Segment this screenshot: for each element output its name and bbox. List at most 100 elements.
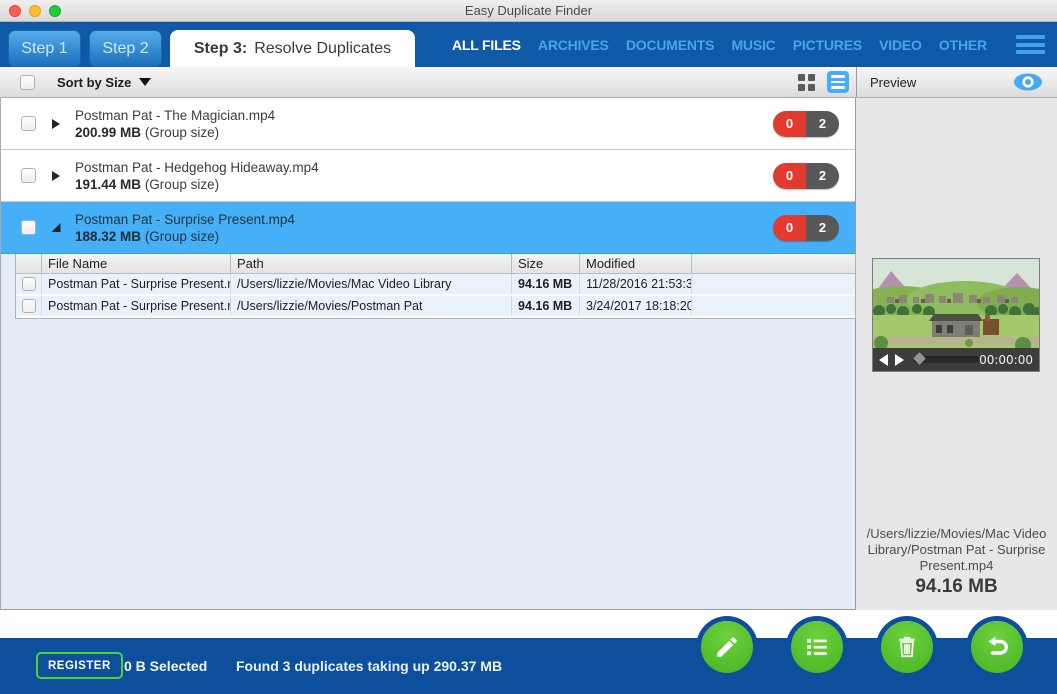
sort-by-label: Sort by Size [57, 74, 132, 90]
column-header-path[interactable]: Path [231, 254, 512, 273]
hamburger-menu-icon[interactable] [1016, 35, 1045, 54]
window-title: Easy Duplicate Finder [464, 3, 593, 18]
total-count: 2 [806, 214, 839, 241]
undo-icon [988, 636, 1008, 655]
selected-count: 0 [773, 110, 806, 137]
list-toolbar: Sort by Size Preview [0, 67, 1057, 98]
main-content: Postman Pat - The Magician.mp4 200.99 MB… [0, 98, 1057, 610]
group-files-table: File Name Path Size Modified Postman Pat… [15, 254, 856, 319]
table-body: Postman Pat - Surprise Present.mp4 /User… [16, 274, 855, 318]
select-list-button[interactable] [791, 621, 843, 673]
file-checkbox[interactable] [21, 299, 36, 313]
group-size-line: 191.44 MB (Group size) [75, 176, 220, 192]
filter-other[interactable]: OTHER [938, 36, 987, 53]
filter-documents[interactable]: DOCUMENTS [625, 36, 715, 53]
filter-all-files[interactable]: ALL FILES [452, 36, 521, 53]
total-count: 2 [806, 110, 839, 137]
edit-button[interactable] [701, 621, 753, 673]
selected-count: 0 [773, 214, 806, 241]
cell-file-name: Postman Pat - Surprise Present.mp4 [42, 274, 231, 294]
column-header-size[interactable]: Size [512, 254, 580, 273]
step-3-active-tab[interactable]: Step 3: Resolve Duplicates [170, 30, 415, 67]
close-window-button[interactable] [9, 4, 21, 17]
nav-bar: Step 1 Step 2 Step 3: Resolve Duplicates… [0, 22, 1057, 67]
title-bar: Easy Duplicate Finder [0, 0, 1057, 22]
select-all-checkbox[interactable] [20, 74, 35, 90]
trash-icon [899, 636, 915, 658]
undo-button[interactable] [971, 621, 1023, 673]
list-view-icon[interactable] [827, 71, 849, 93]
file-type-filters: ALL FILES ARCHIVES DOCUMENTS MUSIC PICTU… [452, 22, 987, 67]
column-header-empty [692, 254, 855, 273]
file-checkbox[interactable] [21, 277, 36, 291]
cell-file-name: Postman Pat - Surprise Present.mp4 [42, 296, 231, 316]
minimize-window-button[interactable] [29, 4, 41, 17]
cell-path: /Users/lizzie/Movies/Mac Video Library [231, 274, 512, 294]
step-1-button[interactable]: Step 1 [8, 30, 81, 67]
expand-arrow-icon[interactable] [45, 118, 67, 129]
table-header: File Name Path Size Modified [16, 254, 855, 274]
zoom-window-button[interactable] [49, 4, 61, 17]
seek-slider[interactable] [913, 352, 980, 365]
duplicate-group-row-selected[interactable]: Postman Pat - Surprise Present.mp4 188.3… [1, 202, 855, 254]
cell-modified: 11/28/2016 21:53:36 [580, 274, 692, 294]
expand-arrow-icon[interactable] [45, 170, 67, 181]
playback-time: 00:00:00 [979, 352, 1033, 367]
group-info: Postman Pat - Hedgehog Hideaway.mp4 191.… [75, 159, 319, 193]
delete-button[interactable] [881, 621, 933, 673]
filter-video[interactable]: VIDEO [879, 36, 922, 53]
seek-handle[interactable] [913, 352, 926, 365]
register-button[interactable]: REGISTER [36, 652, 123, 679]
column-header-file-name[interactable]: File Name [42, 254, 231, 273]
total-count: 2 [806, 162, 839, 189]
video-player: 00:00:00 [872, 258, 1040, 372]
header-checkbox-column [16, 254, 42, 273]
duplicate-count-badge: 0 2 [773, 162, 839, 189]
duplicate-count-badge: 0 2 [773, 110, 839, 137]
collapse-arrow-icon[interactable] [45, 223, 67, 232]
group-file-name: Postman Pat - The Magician.mp4 [75, 107, 276, 123]
step-2-button[interactable]: Step 2 [89, 30, 162, 67]
preview-toggle-eye-icon[interactable] [1013, 71, 1043, 98]
play-icon[interactable] [895, 353, 904, 366]
group-checkbox[interactable] [21, 116, 36, 131]
grid-view-icon[interactable] [798, 73, 815, 91]
preview-pane-title: Preview [870, 74, 917, 90]
filter-music[interactable]: MUSIC [731, 36, 776, 53]
group-size-line: 200.99 MB (Group size) [75, 124, 220, 140]
table-row[interactable]: Postman Pat - Surprise Present.mp4 /User… [16, 296, 855, 318]
column-header-modified[interactable]: Modified [580, 254, 692, 273]
bottom-spacer [0, 610, 1057, 638]
group-info: Postman Pat - Surprise Present.mp4 188.3… [75, 211, 295, 245]
rewind-icon[interactable] [879, 353, 888, 366]
traffic-lights [9, 4, 61, 17]
filter-pictures[interactable]: PICTURES [792, 36, 862, 53]
group-file-name: Postman Pat - Surprise Present.mp4 [75, 211, 295, 227]
preview-file-path: /Users/lizzie/Movies/Mac Video Library/P… [866, 526, 1047, 573]
duplicate-count-badge: 0 2 [773, 214, 839, 241]
cell-size: 94.16 MB [512, 296, 580, 316]
duplicate-groups-list: Postman Pat - The Magician.mp4 200.99 MB… [0, 98, 856, 610]
filter-archives[interactable]: ARCHIVES [537, 36, 609, 53]
video-thumbnail[interactable] [873, 259, 1039, 348]
selected-size-label: 0 B Selected [124, 658, 208, 674]
table-row[interactable]: Postman Pat - Surprise Present.mp4 /User… [16, 274, 855, 296]
duplicates-summary-label: Found 3 duplicates taking up 290.37 MB [236, 658, 503, 674]
group-checkbox[interactable] [21, 220, 36, 235]
duplicate-group-row[interactable]: Postman Pat - The Magician.mp4 200.99 MB… [1, 98, 855, 150]
step-3-prefix: Step 3: [193, 39, 248, 57]
list-icon [807, 638, 827, 656]
cell-size: 94.16 MB [512, 274, 580, 294]
video-controls: 00:00:00 [873, 348, 1039, 371]
group-checkbox[interactable] [21, 168, 36, 183]
chevron-down-icon [139, 78, 152, 86]
selected-count: 0 [773, 162, 806, 189]
duplicate-group-row[interactable]: Postman Pat - Hedgehog Hideaway.mp4 191.… [1, 150, 855, 202]
sort-by-dropdown[interactable]: Sort by Size [57, 74, 152, 90]
step-3-label: Resolve Duplicates [254, 39, 392, 57]
preview-file-size: 94.16 MB [915, 576, 998, 597]
cell-modified: 3/24/2017 18:18:20 [580, 296, 692, 316]
cell-path: /Users/lizzie/Movies/Postman Pat [231, 296, 512, 316]
group-file-name: Postman Pat - Hedgehog Hideaway.mp4 [75, 159, 319, 175]
